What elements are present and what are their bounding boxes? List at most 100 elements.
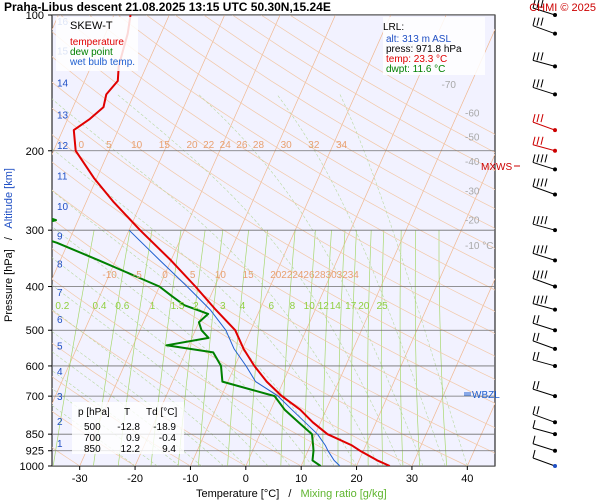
mixing-ratio-label: 1 [150, 301, 156, 312]
isotherm-line [190, 15, 392, 466]
wind-barb-dot [553, 284, 557, 289]
wind-barb [532, 420, 557, 437]
table-cell: 700 [84, 433, 101, 444]
dry-adiabat-label: -60 [465, 109, 480, 120]
wind-barb-staff [532, 86, 556, 95]
isotherm-label: 34 [348, 270, 360, 281]
wind-barb-flag [536, 381, 540, 390]
wind-barb-flag [532, 0, 536, 9]
wind-barb [532, 406, 557, 425]
wind-barb [532, 332, 557, 351]
dry-adiabat-line [52, 161, 495, 429]
legend-item-wet-bulb: wet bulb temp. [69, 57, 135, 68]
x-axis-label-temp: Temperature [°C] [196, 488, 279, 500]
wind-barb-staff [532, 388, 556, 397]
x-axis-title: Temperature [°C] / Mixing ratio [g/kg] [196, 488, 387, 500]
dry-adiabat-line [88, 15, 495, 270]
wind-barb-staff [532, 322, 556, 331]
isotherm-label: 0 [78, 140, 84, 151]
isotherm-label: 22 [281, 270, 293, 281]
wind-barb [532, 0, 557, 17]
x-tick-label: -20 [127, 473, 143, 485]
wind-barb-flag [532, 315, 536, 324]
wind-barb-staff [532, 359, 556, 367]
wind-barb-staff [532, 303, 556, 311]
wind-barb [532, 315, 557, 333]
mixing-ratio-label: 25 [377, 301, 389, 312]
isotherm-label: 26 [303, 270, 315, 281]
moist-adiabat-line [117, 94, 402, 466]
dry-adiabat-line [60, 15, 495, 291]
y-axis-label-alt: Altitude [km] [3, 168, 15, 229]
isotherm-label: 28 [315, 270, 327, 281]
wind-barb-flag [532, 216, 536, 225]
svg-text:Temperature [°C] /: Temperature [°C] / Mixing ratio [g/kg] [196, 488, 387, 500]
wind-barb-flag [536, 178, 540, 187]
mixing-ratio-label: 17 [345, 301, 357, 312]
x-tick-label: 30 [406, 473, 418, 485]
y-tick-label: 200 [26, 146, 44, 158]
wind-barb-flag [532, 406, 536, 415]
wind-barb-flag [544, 245, 548, 254]
info-dewpoint: dwpt: 11.6 °C [386, 64, 445, 75]
table-cell: 500 [84, 422, 101, 433]
altitude-tick-label: 9 [57, 231, 63, 242]
wind-barb-flag [544, 295, 548, 304]
x-tick-label: 40 [461, 473, 473, 485]
x-tick-label: 0 [243, 473, 249, 485]
moist-adiabat-line [198, 94, 424, 466]
dew-point-line [52, 217, 322, 466]
x-axis-label-mix: Mixing ratio [g/kg] [300, 488, 386, 500]
wind-barb-flag [532, 381, 536, 390]
wind-barb-flag [532, 114, 536, 123]
wind-barb-flag [540, 136, 544, 145]
wind-barb-staff [532, 340, 556, 350]
wind-barb-flag [536, 270, 540, 279]
temperature-line [72, 15, 391, 466]
wind-barb-flag [536, 315, 540, 324]
wind-barb-flag [540, 245, 544, 254]
credit-label: CHMI © 2025 [529, 2, 596, 14]
altitude-tick-label: 12 [57, 141, 69, 152]
isotherm-label: -10 [102, 270, 117, 281]
wind-barb [532, 79, 557, 97]
wind-barb-flag [540, 154, 544, 163]
mixing-ratio-line [380, 230, 385, 466]
wind-barb-flag [532, 17, 536, 26]
chart-title: Praha-Libus descent 21.08.2025 13:15 UTC… [4, 0, 331, 14]
x-axis-label-sep: / [288, 488, 292, 500]
table-header-td: Td [°C] [146, 407, 177, 418]
wind-barb [532, 381, 557, 399]
wind-barb-staff [532, 59, 556, 67]
wind-barb-staff [532, 186, 556, 195]
wind-barb-flag [540, 270, 544, 279]
dry-adiabat-line [52, 81, 495, 357]
wind-barb-flag [536, 332, 540, 342]
wind-barbs [532, 0, 557, 468]
altitude-tick-label: 7 [57, 288, 63, 299]
wind-barb [532, 178, 557, 197]
isotherm-line [134, 15, 336, 466]
wind-barb-dot [553, 432, 557, 437]
y-axis-label-pressure: Pressure [hPa] [3, 249, 15, 322]
info-title: LRL: [383, 22, 404, 33]
table-cell: -18.9 [153, 422, 176, 433]
mixing-ratio-label: 1.5 [171, 301, 185, 312]
wind-barb-flag [544, 216, 548, 225]
wind-barb [532, 136, 557, 153]
wind-barb-flag [536, 216, 540, 225]
isotherm-label: 20 [270, 270, 282, 281]
table-cell: 9.4 [162, 444, 176, 455]
wind-barb-dot [553, 328, 557, 333]
isotherm-line [356, 153, 495, 466]
mixing-ratio-line [350, 230, 357, 466]
wind-barb-dot [553, 228, 557, 233]
mixing-ratio-label: 8 [290, 301, 296, 312]
wind-barb-flag [532, 420, 536, 429]
isotherm-line [245, 15, 447, 466]
isotherm-label: 30 [281, 140, 293, 151]
mixing-ratio-label: 0.2 [55, 301, 69, 312]
dry-adiabat-label: -10 °C [465, 241, 493, 252]
dry-adiabat-label: -30 [465, 186, 480, 197]
